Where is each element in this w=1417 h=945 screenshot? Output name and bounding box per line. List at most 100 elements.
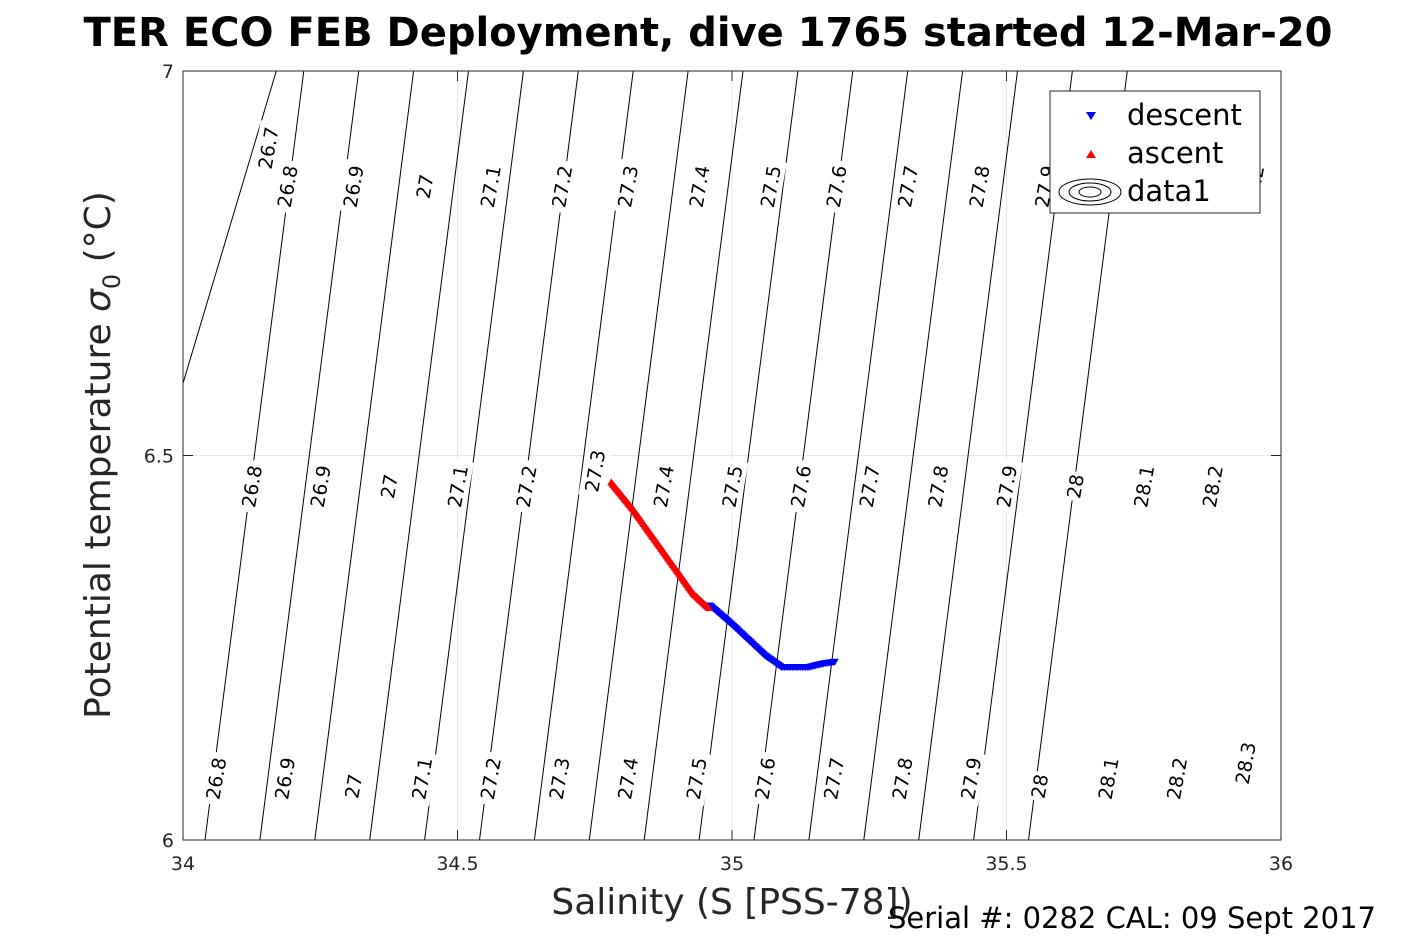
legend-data1-label: data1 (1127, 174, 1211, 208)
contour-label-bg (1025, 769, 1054, 803)
y-tick-label: 7 (162, 61, 174, 83)
contour-label-bg (647, 458, 680, 514)
legend-ascent-marker (1086, 150, 1096, 158)
contour-label-group: 27.6 (784, 458, 817, 514)
contour-label-bg (441, 458, 474, 514)
y-tick-label: 6.5 (144, 446, 174, 468)
contour-label-group: 27.1 (441, 458, 474, 514)
contour-label-group: 26.8 (235, 458, 268, 514)
x-tick-label: 36 (1269, 853, 1293, 875)
contour-label-bg (1127, 458, 1161, 514)
contour-label-group: 27 (374, 469, 404, 503)
legend-descent-marker (1086, 112, 1096, 120)
contour-label-bg (954, 750, 988, 807)
x-tick-label: 34.5 (436, 853, 478, 875)
contour-label-bg (891, 158, 925, 215)
contour-label-group: 27.2 (545, 158, 579, 215)
data-series (607, 478, 839, 671)
contour-label-bg (303, 458, 337, 514)
contour-label-bg (748, 750, 782, 807)
contour-line-28 (863, 71, 964, 840)
contour-label-bg (235, 458, 268, 514)
contour-label-bg (962, 158, 996, 215)
x-tick-label: 35 (720, 853, 744, 875)
contour-label-bg (611, 158, 645, 215)
serial-cal-footer: Serial #: 0282 CAL: 09 Sept 2017 (888, 901, 1376, 935)
contour-label-group: 28.2 (1160, 750, 1194, 807)
contour-label-bg (885, 750, 919, 807)
y-axis-label: Potential temperature σ0 (°C) (78, 191, 126, 719)
contour-line-27.1 (369, 71, 469, 840)
legend-box (1049, 90, 1261, 214)
contour-label-bg (336, 158, 370, 215)
contour-label-bg (1091, 750, 1125, 807)
contour-label-group: 27.5 (754, 158, 787, 215)
contour-label-bg (1060, 469, 1090, 503)
contour-label-bg (545, 158, 579, 215)
x-axis-ticks: 34 34.5 35 35.5 36 (171, 71, 1293, 875)
y-axis-label-main: Potential temperature (78, 312, 119, 719)
contour-label-bg (611, 750, 645, 807)
contour-line-27.6 (643, 71, 744, 840)
contour-label-bg (410, 170, 439, 203)
contour-label-bg (542, 750, 576, 807)
contour-label-bg (754, 158, 787, 215)
contour-label-bg (270, 158, 304, 215)
legend-data1-marker (1058, 178, 1122, 206)
contour-label-bg (715, 458, 749, 514)
contour-label-bg (990, 458, 1023, 514)
y-tick-label: 6 (162, 830, 174, 852)
contour-label: 27 (413, 173, 439, 201)
contour-label: 27 (341, 773, 367, 801)
contour-label-group: 27.6 (748, 750, 782, 807)
y-axis-label-subscript: 0 (98, 274, 126, 289)
isopycnal-contour-labels: 26.7 26.8 26.9 27 27.1 27.2 27.3 27.4 27.5 27.6 27… (199, 120, 1270, 807)
contour-label-bg (819, 158, 853, 215)
contour-label-group: 27.1 (405, 750, 439, 807)
legend-ascent-label: ascent (1127, 136, 1223, 170)
contour-label-group: 27.7 (852, 458, 886, 514)
contour-label-group: 27.5 (715, 458, 749, 514)
contour-label-bg (817, 750, 850, 807)
contour-label-group: 27 (410, 170, 439, 203)
contour-label-bg (474, 750, 507, 807)
contour-label-bg (1160, 750, 1194, 807)
contour-label-bg (509, 458, 543, 514)
contour-line-27 (314, 71, 415, 840)
contour-label-group: 27.3 (542, 750, 576, 807)
contour-label-group: 27.9 (990, 458, 1023, 514)
contour-label-bg (784, 458, 817, 514)
contour-label: 28 (1063, 473, 1089, 501)
contour-label-bg (268, 750, 301, 807)
contour-label-group: 27.3 (578, 443, 612, 499)
contour-label-group: 26.7 (251, 120, 285, 176)
ascent-point (704, 604, 713, 612)
contour-label-bg (474, 158, 507, 215)
descent-point (830, 658, 839, 666)
contour-label-bg (852, 458, 886, 514)
contour-label-group: 28 (1025, 769, 1054, 803)
contour-label-group: 27.6 (819, 158, 853, 215)
contour-label-bg (1228, 735, 1262, 791)
x-tick-label: 35.5 (985, 853, 1027, 875)
contour-label-bg (405, 750, 439, 807)
series-descent (706, 602, 839, 671)
contour-label-group: 27.8 (921, 458, 955, 514)
contour-line-27.7 (698, 71, 799, 840)
contour-line-28.1 (918, 71, 1018, 840)
contour-label-bg (578, 443, 612, 499)
contour-label-bg (338, 769, 368, 803)
contour-label-group: 27 (338, 769, 368, 803)
contour-line-27.2 (424, 71, 524, 840)
legend: descent ascent data1 (1049, 90, 1261, 214)
contour-label-bg (921, 458, 955, 514)
contour-label-group: 27.8 (885, 750, 919, 807)
contour-line-27.5 (588, 71, 689, 840)
contour-label-bg (679, 750, 713, 807)
y-axis-ticks: 66.57 (144, 61, 1281, 852)
contour-label-bg (682, 158, 716, 215)
y-axis-label-sigma: σ (78, 288, 119, 312)
contour-label-group: 28 (1060, 469, 1090, 503)
contour-label-bg (251, 120, 285, 176)
